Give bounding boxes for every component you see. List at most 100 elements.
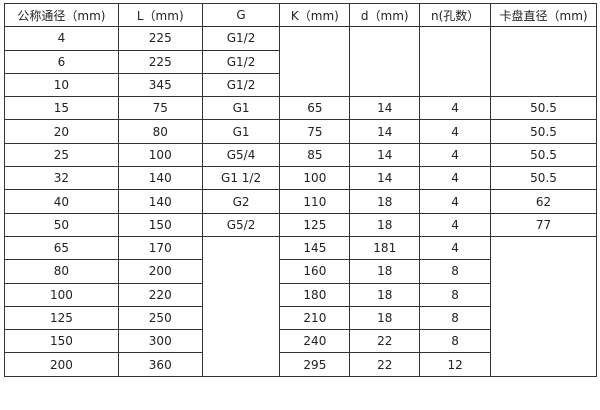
table-cell: 6 [4, 49, 119, 74]
table-row: 200 360 295 22 12 [4, 352, 597, 377]
table-cell: G1/2 [201, 49, 281, 74]
table-cell: 125 [4, 305, 119, 331]
table-cell: G1/2 [201, 26, 281, 51]
table-cell: 150 [117, 212, 203, 237]
table-cell: 200 [4, 352, 119, 377]
table-cell: 4 [419, 212, 492, 237]
table-cell: G5/4 [201, 142, 281, 168]
table-row: 40 140 G2 110 18 4 62 [4, 189, 597, 214]
table-cell: 210 [279, 305, 351, 331]
table-cell: 180 [279, 282, 351, 307]
table-cell: 80 [4, 259, 119, 284]
table-cell: 10 [4, 72, 119, 98]
column-header: n(孔数） [419, 2, 492, 28]
table-cell: 62 [490, 189, 597, 214]
table-cell: 4 [419, 119, 492, 144]
column-header: d（mm) [349, 2, 421, 28]
table-cell [490, 235, 597, 377]
header-row: 公称通径（mm) L（mm) G K（mm) d（mm) n(孔数） 卡盘直径（mm) [4, 2, 597, 28]
table-cell: 100 [117, 142, 203, 168]
table-cell: 4 [419, 235, 492, 261]
table-cell: 50.5 [490, 166, 597, 191]
table-cell: 220 [117, 282, 203, 307]
table-cell: 100 [279, 166, 351, 191]
table-cell: 8 [419, 305, 492, 331]
table-cell: 12 [419, 352, 492, 377]
table-cell: 50.5 [490, 96, 597, 121]
column-header: G [201, 2, 281, 28]
table-cell: 4 [419, 189, 492, 214]
table-cell: G2 [201, 189, 281, 214]
table-cell: 32 [4, 166, 119, 191]
table-cell: 4 [419, 166, 492, 191]
table-cell: 250 [117, 305, 203, 331]
table-row: 150 300 240 22 8 [4, 329, 597, 354]
table-cell: 18 [349, 282, 421, 307]
table-cell: 40 [4, 189, 119, 214]
table-cell: 14 [349, 96, 421, 121]
table-row: 50 150 G5/2 125 18 4 77 [4, 212, 597, 237]
table-cell: 100 [4, 282, 119, 307]
table-cell: 150 [4, 329, 119, 354]
table-cell: G5/2 [201, 212, 281, 237]
table-cell: 50 [4, 212, 119, 237]
table-cell: 200 [117, 259, 203, 284]
table-cell: 50.5 [490, 119, 597, 144]
table-cell: 18 [349, 212, 421, 237]
table-cell: 18 [349, 259, 421, 284]
table-cell: 8 [419, 282, 492, 307]
table-cell: G1/2 [201, 72, 281, 98]
table-cell: 4 [419, 142, 492, 168]
table-cell [419, 26, 492, 98]
table-cell: 300 [117, 329, 203, 354]
table-cell: 80 [117, 119, 203, 144]
table-row: 125 250 210 18 8 [4, 305, 597, 331]
table-cell: 225 [117, 26, 203, 51]
table-row: 25 100 G5/4 85 14 4 50.5 [4, 142, 597, 168]
spec-table: 公称通径（mm) L（mm) G K（mm) d（mm) n(孔数） 卡盘直径（mm) 4 22… [4, 2, 597, 377]
table-row: 6 225 G1/2 [4, 49, 597, 74]
table-cell: 125 [279, 212, 351, 237]
table-cell: 14 [349, 119, 421, 144]
table-row: 32 140 G1 1/2 100 14 4 50.5 [4, 166, 597, 191]
table-cell: G1 1/2 [201, 166, 281, 191]
table-cell: 145 [279, 235, 351, 261]
column-header: L（mm) [117, 2, 203, 28]
table-cell: 22 [349, 352, 421, 377]
table-cell: 345 [117, 72, 203, 98]
table-row: 4 225 G1/2 [4, 26, 597, 98]
table-cell: 295 [279, 352, 351, 377]
table-cell: 160 [279, 259, 351, 284]
table-cell: 4 [419, 96, 492, 121]
table-cell: 15 [4, 96, 119, 121]
table-row: 15 75 G1 65 14 4 50.5 [4, 96, 597, 121]
table-cell [201, 235, 281, 377]
table-cell: 8 [419, 259, 492, 284]
table-cell: G1 [201, 119, 281, 144]
table-cell: 181 [349, 235, 421, 261]
table-cell: 22 [349, 329, 421, 354]
table-cell: 18 [349, 305, 421, 331]
table-cell [490, 26, 597, 98]
table-cell: 14 [349, 166, 421, 191]
table-cell: 240 [279, 329, 351, 354]
table-cell [279, 26, 351, 98]
table-cell: 75 [117, 96, 203, 121]
table-cell: 140 [117, 166, 203, 191]
table-cell: 50.5 [490, 142, 597, 168]
table-cell: 65 [279, 96, 351, 121]
table-cell: G1 [201, 96, 281, 121]
table-row: 20 80 G1 75 14 4 50.5 [4, 119, 597, 144]
table-cell: 75 [279, 119, 351, 144]
table-cell: 25 [4, 142, 119, 168]
table-cell: 360 [117, 352, 203, 377]
table-row: 65 170 145 181 4 [4, 235, 597, 377]
table-cell: 225 [117, 49, 203, 74]
table-cell: 140 [117, 189, 203, 214]
table-cell: 8 [419, 329, 492, 354]
column-header: 公称通径（mm) [4, 2, 119, 28]
table-cell [349, 26, 421, 98]
table-cell: 77 [490, 212, 597, 237]
table-cell: 110 [279, 189, 351, 214]
table-cell: 20 [4, 119, 119, 144]
